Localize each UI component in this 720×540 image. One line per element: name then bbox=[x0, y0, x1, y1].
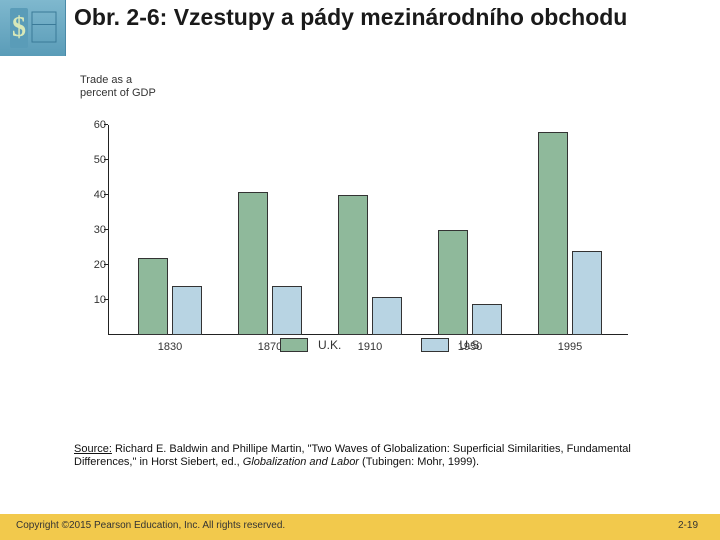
bar-uk bbox=[538, 132, 568, 335]
legend-swatch bbox=[280, 338, 308, 352]
y-tick-mark bbox=[104, 299, 108, 300]
bar-uk bbox=[338, 195, 368, 335]
y-tick-label: 60 bbox=[80, 119, 106, 131]
bar-uk bbox=[138, 258, 168, 335]
bar-uk bbox=[438, 230, 468, 335]
bar-us bbox=[172, 286, 202, 335]
y-tick-label: 20 bbox=[80, 259, 106, 271]
x-tick-label: 1870 bbox=[258, 341, 282, 353]
y-tick-label: 10 bbox=[80, 294, 106, 306]
y-tick-mark bbox=[104, 124, 108, 125]
x-tick-label: 1830 bbox=[158, 341, 182, 353]
x-tick-label: 1995 bbox=[558, 341, 582, 353]
bar-us bbox=[372, 297, 402, 336]
y-tick-mark bbox=[104, 194, 108, 195]
chart-container: Trade as apercent of GDP 102030405060 18… bbox=[80, 74, 640, 349]
bar-us bbox=[272, 286, 302, 335]
y-tick-mark bbox=[104, 229, 108, 230]
legend-label: U.S. bbox=[459, 338, 482, 352]
y-tick-label: 40 bbox=[80, 189, 106, 201]
legend-swatch bbox=[421, 338, 449, 352]
legend-label: U.K. bbox=[318, 338, 341, 352]
source-italic: Globalization and Labor bbox=[243, 456, 359, 468]
source-label: Source: bbox=[74, 443, 112, 455]
bar-us bbox=[472, 304, 502, 336]
chart-y-axis-label: Trade as apercent of GDP bbox=[80, 74, 640, 99]
y-axis bbox=[108, 125, 109, 335]
slide-title: Obr. 2-6: Vzestupy a pády mezinárodního … bbox=[74, 4, 627, 30]
y-tick-mark bbox=[104, 159, 108, 160]
side-brand-icon: $ bbox=[0, 0, 66, 56]
source-text-2: (Tubingen: Mohr, 1999). bbox=[359, 456, 479, 468]
chart-plot-area: 102030405060 bbox=[108, 105, 640, 335]
bar-us bbox=[572, 251, 602, 335]
page-number: 2-19 bbox=[678, 520, 698, 531]
copyright-text: Copyright ©2015 Pearson Education, Inc. … bbox=[16, 520, 285, 531]
source-citation: Source: Richard E. Baldwin and Phillipe … bbox=[74, 443, 680, 471]
footer-bar: Copyright ©2015 Pearson Education, Inc. … bbox=[0, 514, 720, 540]
chart-legend: U.K. U.S. bbox=[280, 338, 483, 352]
legend-item: U.S. bbox=[421, 338, 482, 352]
legend-item: U.K. bbox=[280, 338, 341, 352]
bar-uk bbox=[238, 192, 268, 336]
y-tick-mark bbox=[104, 264, 108, 265]
y-tick-label: 30 bbox=[80, 224, 106, 236]
y-tick-label: 50 bbox=[80, 154, 106, 166]
svg-text:$: $ bbox=[12, 12, 26, 43]
